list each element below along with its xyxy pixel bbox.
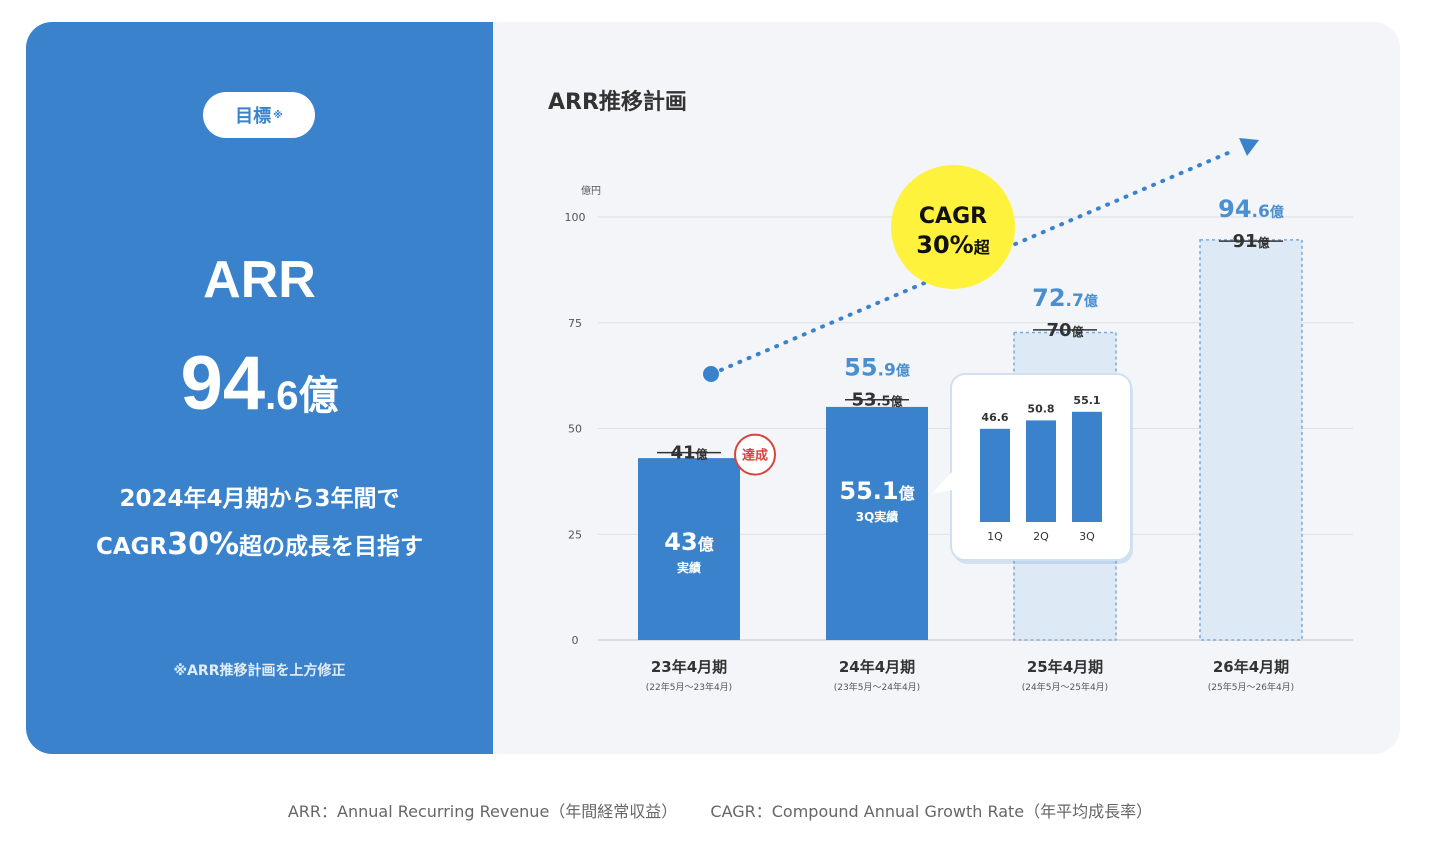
growth-description-line2: CAGR30%超の成長を目指す: [26, 522, 493, 570]
desc-highlight: 30%: [167, 527, 240, 562]
inset-bar: [980, 428, 1010, 522]
bar-inner-caption: 実績: [677, 560, 701, 575]
cagr-definition: CAGR：Compound Annual Growth Rate（年平均成長率）: [710, 802, 1153, 821]
y-tick-label: 50: [568, 423, 582, 436]
bar-inner-number: 55.1: [839, 477, 898, 505]
metric-title: ARR: [203, 251, 316, 309]
x-category-period: (25年5月〜26年4月): [1208, 681, 1294, 693]
growth-description-line1: 2024年4月期から3年間で: [119, 486, 400, 512]
inset-bar: [1072, 411, 1102, 522]
cagr-badge-suffix: 超: [973, 238, 991, 257]
footer-definitions: ARR：Annual Recurring Revenue（年間経常収益） CAG…: [0, 798, 1440, 822]
old-target-unit: 億: [891, 394, 903, 409]
metric-value-dec: .6: [265, 374, 299, 418]
metric-value-unit: 億: [298, 374, 339, 418]
bar-actual: [826, 406, 928, 640]
new-target-number: 55: [844, 354, 877, 382]
target-pill-label: 目標: [235, 106, 272, 127]
desc-post: 超の成長を目指す: [239, 534, 424, 560]
x-category-period: (24年5月〜25年4月): [1022, 681, 1108, 693]
chart-title: ARR推移計画: [548, 90, 687, 115]
new-target-decimal: .6: [1252, 202, 1270, 222]
bar-inner-unit: 億: [698, 535, 714, 554]
old-target-decimal: .5: [877, 395, 891, 410]
inset-bar-value: 55.1: [1073, 394, 1100, 407]
y-unit-label: 億円: [581, 184, 601, 197]
inset-bar-value: 50.8: [1027, 402, 1054, 415]
cagr-badge-line1: CAGR: [919, 204, 987, 229]
inset-category-label: 3Q: [1079, 530, 1095, 543]
new-target-label: 55.9億: [844, 354, 910, 382]
bar-inner-value: 55.1億: [839, 477, 914, 505]
inset-category-label: 2Q: [1033, 530, 1049, 543]
trend-arrowhead: [1239, 138, 1259, 156]
new-target-decimal: .9: [878, 361, 896, 381]
new-target-label: 72.7億: [1032, 284, 1098, 312]
y-tick-label: 25: [568, 528, 582, 541]
x-category-label: 25年4月期: [1027, 658, 1103, 676]
bar-inner-caption: 3Q実績: [856, 509, 899, 524]
achieved-stamp: [734, 433, 776, 476]
inset-pointer: [931, 472, 952, 494]
new-target-number: 94: [1218, 195, 1251, 223]
achieved-stamp-label: 達成: [742, 448, 768, 464]
new-target-number: 72: [1032, 284, 1065, 312]
new-target-decimal: .7: [1066, 291, 1084, 311]
inset-bar: [1026, 420, 1056, 522]
arr-definition: ARR：Annual Recurring Revenue（年間経常収益）: [287, 802, 678, 821]
old-target-unit: 億: [1072, 324, 1084, 339]
target-panel: 目標 ※ ARR 94.6億 2024年4月期から3年間で CAGR30%超の成長…: [26, 22, 493, 754]
bar-plan: [1199, 239, 1303, 641]
desc-pre: CAGR: [95, 534, 168, 560]
cagr-badge-line2: 30%超: [916, 231, 990, 259]
x-category-label: 23年4月期: [651, 658, 727, 676]
inset-category-label: 1Q: [987, 530, 1003, 543]
bar-inner-unit: 億: [899, 484, 915, 503]
new-target-unit: 億: [1084, 293, 1098, 310]
target-pill-mark: ※: [273, 109, 283, 121]
cagr-badge-value: 30%: [916, 231, 973, 259]
metric-value-int: 94: [180, 341, 266, 426]
metric-value: 94.6億: [26, 340, 493, 427]
cagr-badge: [891, 165, 1015, 289]
y-tick-label: 75: [568, 317, 582, 330]
x-category-label: 24年4月期: [839, 658, 915, 676]
main-card: 目標 ※ ARR 94.6億 2024年4月期から3年間で CAGR30%超の成長…: [26, 22, 1400, 754]
arr-chart: 億円025507510043億実績55.1億3Q実績41億53.5億70億91億…: [565, 138, 1353, 693]
x-category-period: (22年5月〜23年4月): [646, 681, 732, 693]
new-target-unit: 億: [1270, 204, 1284, 221]
target-pill: 目標 ※: [203, 92, 315, 138]
bar-inner-value: 43億: [664, 528, 713, 556]
trend-start-dot: [703, 366, 719, 382]
growth-description: 2024年4月期から3年間で CAGR30%超の成長を目指す: [26, 476, 493, 570]
new-target-unit: 億: [896, 363, 910, 380]
bar-actual: [638, 458, 740, 640]
bar-inner-number: 43: [664, 528, 697, 556]
old-target-unit: 億: [696, 447, 708, 462]
x-category-label: 26年4月期: [1213, 658, 1289, 676]
x-category-period: (23年5月〜24年4月): [834, 681, 920, 693]
y-tick-label: 0: [572, 634, 579, 647]
y-tick-label: 100: [565, 211, 586, 224]
old-target-unit: 億: [1258, 235, 1270, 250]
revision-note: ※ARR推移計画を上方修正: [173, 663, 346, 679]
new-target-label: 94.6億: [1218, 195, 1284, 223]
inset-bar-value: 46.6: [981, 411, 1008, 424]
